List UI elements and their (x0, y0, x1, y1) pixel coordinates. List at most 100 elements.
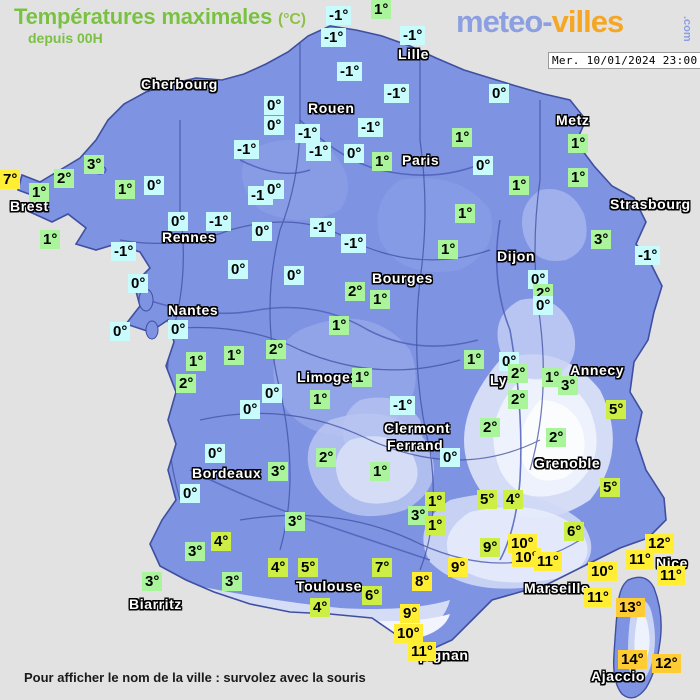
temperature-badge[interactable]: 0° (440, 448, 461, 467)
temperature-badge[interactable]: 3° (222, 572, 243, 591)
temperature-badge[interactable]: 1° (455, 204, 476, 223)
temperature-badge[interactable]: 4° (503, 490, 524, 509)
temperature-badge[interactable]: 10° (588, 562, 617, 581)
city-label[interactable]: Clermont (384, 420, 451, 436)
temperature-badge[interactable]: 1° (370, 290, 391, 309)
temperature-badge[interactable]: 13° (616, 598, 645, 617)
temperature-badge[interactable]: 0° (264, 96, 285, 115)
city-label[interactable]: Toulouse (296, 578, 362, 594)
temperature-badge[interactable]: 0° (264, 116, 285, 135)
temperature-badge[interactable]: -1° (400, 26, 426, 45)
city-label[interactable]: Metz (556, 112, 590, 128)
temperature-badge[interactable]: 11° (584, 588, 612, 607)
temperature-badge[interactable]: -1° (337, 62, 363, 81)
temperature-badge[interactable]: -1° (358, 118, 384, 137)
city-label[interactable]: Paris (402, 152, 440, 168)
temperature-badge[interactable]: 8° (412, 572, 433, 591)
temperature-badge[interactable]: 6° (362, 586, 383, 605)
temperature-badge[interactable]: 12° (645, 534, 674, 553)
temperature-badge[interactable]: 1° (509, 176, 530, 195)
temperature-badge[interactable]: 3° (84, 155, 105, 174)
temperature-badge[interactable]: 2° (546, 428, 567, 447)
temperature-badge[interactable]: 1° (438, 240, 459, 259)
city-label[interactable]: Lille (398, 46, 430, 62)
city-label[interactable]: Marseille (524, 580, 590, 596)
temperature-badge[interactable]: 9° (448, 558, 469, 577)
site-logo[interactable]: meteo-villes .com (456, 4, 693, 42)
city-label[interactable]: Biarritz (129, 596, 183, 612)
temperature-badge[interactable]: 0° (264, 180, 285, 199)
temperature-badge[interactable]: 3° (185, 542, 206, 561)
temperature-badge[interactable]: 1° (310, 390, 331, 409)
city-label[interactable]: Grenoble (534, 455, 601, 471)
temperature-badge[interactable]: 10° (512, 548, 541, 567)
temperature-badge[interactable]: 0° (168, 212, 189, 231)
city-label[interactable]: Bordeaux (192, 465, 262, 481)
temperature-badge[interactable]: 1° (568, 168, 589, 187)
temperature-badge[interactable]: 1° (425, 516, 446, 535)
temperature-badge[interactable]: 12° (652, 654, 681, 673)
temperature-badge[interactable]: 1° (29, 183, 50, 202)
temperature-badge[interactable]: 1° (329, 316, 350, 335)
city-label[interactable]: Ajaccio (591, 668, 645, 684)
temperature-badge[interactable]: 1° (371, 0, 392, 19)
temperature-badge[interactable]: 0° (144, 176, 165, 195)
city-label[interactable]: Limoges (297, 369, 359, 385)
temperature-badge[interactable]: -1° (341, 234, 367, 253)
city-label[interactable]: Nantes (168, 302, 219, 318)
city-label[interactable]: Strasbourg (610, 196, 691, 212)
temperature-badge[interactable]: 2° (176, 374, 197, 393)
city-label[interactable]: Brest (10, 198, 49, 214)
temperature-badge[interactable]: 0° (533, 296, 554, 315)
temperature-badge[interactable]: 5° (298, 558, 319, 577)
temperature-badge[interactable]: 2° (316, 448, 337, 467)
city-label[interactable]: Dijon (497, 248, 535, 264)
temperature-badge[interactable]: 0° (262, 384, 283, 403)
temperature-badge[interactable]: 4° (310, 598, 331, 617)
temperature-badge[interactable]: -1° (321, 28, 347, 47)
temperature-badge[interactable]: 0° (180, 484, 201, 503)
temperature-badge[interactable]: 2° (54, 169, 75, 188)
temperature-badge[interactable]: 3° (285, 512, 306, 531)
temperature-badge[interactable]: 11° (657, 566, 685, 585)
temperature-badge[interactable]: -1° (295, 124, 321, 143)
temperature-badge[interactable]: 0° (252, 222, 273, 241)
temperature-badge[interactable]: 6° (564, 522, 585, 541)
temperature-badge[interactable]: 3° (268, 462, 289, 481)
temperature-badge[interactable]: 1° (542, 368, 563, 387)
temperature-badge[interactable]: 3° (591, 230, 612, 249)
temperature-badge[interactable]: -1° (206, 212, 232, 231)
temperature-badge[interactable]: 1° (224, 346, 245, 365)
temperature-badge[interactable]: 0° (128, 274, 149, 293)
temperature-badge[interactable]: 1° (425, 492, 446, 511)
temperature-badge[interactable]: 0° (205, 444, 226, 463)
city-label[interactable]: Rouen (308, 100, 355, 116)
temperature-badge[interactable]: 3° (408, 506, 429, 525)
temperature-badge[interactable]: 0° (228, 260, 249, 279)
temperature-badge[interactable]: -1° (635, 246, 661, 265)
temperature-badge[interactable]: 0° (489, 84, 510, 103)
temperature-badge[interactable]: -1° (384, 84, 410, 103)
temperature-badge[interactable]: 1° (464, 350, 485, 369)
temperature-badge[interactable]: 1° (186, 352, 207, 371)
temperature-badge[interactable]: 3° (142, 572, 163, 591)
temperature-badge[interactable]: 1° (115, 180, 136, 199)
temperature-badge[interactable]: 0° (344, 144, 365, 163)
temperature-badge[interactable]: 2° (345, 282, 366, 301)
city-label[interactable]: Cherbourg (141, 76, 218, 92)
city-label[interactable]: Rennes (162, 229, 217, 245)
temperature-badge[interactable]: 11° (534, 552, 562, 571)
temperature-badge[interactable]: 10° (394, 624, 423, 643)
temperature-badge[interactable]: 5° (606, 400, 627, 419)
temperature-badge[interactable]: 2° (266, 340, 287, 359)
temperature-badge[interactable]: 11° (408, 642, 436, 661)
temperature-badge[interactable]: 0° (284, 266, 305, 285)
temperature-badge[interactable]: 1° (40, 230, 61, 249)
temperature-badge[interactable]: -1° (310, 218, 336, 237)
temperature-badge[interactable]: 5° (477, 490, 498, 509)
temperature-badge[interactable]: 14° (618, 650, 647, 669)
temperature-badge[interactable]: 1° (352, 368, 373, 387)
temperature-badge[interactable]: 1° (452, 128, 473, 147)
temperature-badge[interactable]: -1° (111, 242, 137, 261)
